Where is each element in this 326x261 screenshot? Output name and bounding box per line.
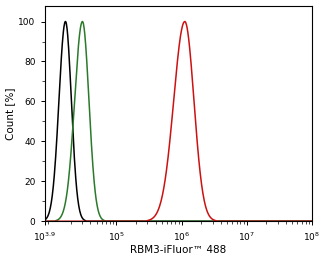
Y-axis label: Count [%]: Count [%] xyxy=(6,87,16,140)
X-axis label: RBM3-iFluor™ 488: RBM3-iFluor™ 488 xyxy=(130,245,226,256)
